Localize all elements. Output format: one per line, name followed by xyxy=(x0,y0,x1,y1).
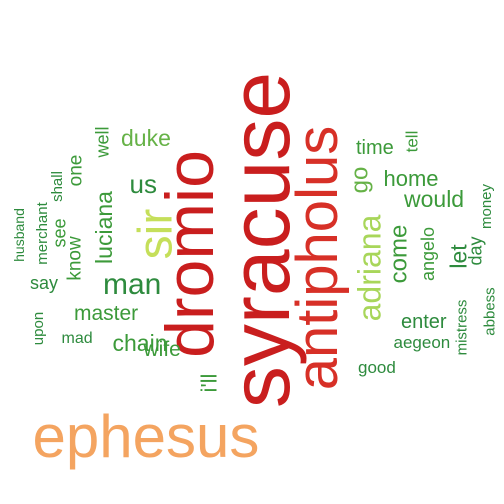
word-chain: chain xyxy=(112,329,168,356)
word-husband: husband xyxy=(10,208,27,262)
word-upon: upon xyxy=(29,311,47,345)
word-mad: mad xyxy=(61,330,93,347)
word-man: man xyxy=(103,268,162,301)
word-ill: i'll xyxy=(195,373,221,393)
word-one: one xyxy=(65,154,87,186)
word-antipholus: antipholus xyxy=(285,125,351,391)
word-abbess: abbess xyxy=(481,286,499,336)
word-see: see xyxy=(49,218,70,248)
word-luciana: luciana xyxy=(90,190,117,264)
word-wife: wife xyxy=(143,337,181,361)
word-come: come xyxy=(384,224,412,284)
word-aegeon: aegeon xyxy=(393,332,451,352)
word-go: go xyxy=(345,166,373,194)
word-mistress: mistress xyxy=(453,299,471,355)
word-time: time xyxy=(356,137,394,159)
word-adriana: adriana xyxy=(350,214,387,322)
word-say: say xyxy=(30,273,59,293)
word-master: master xyxy=(74,301,139,325)
word-tell: tell xyxy=(402,130,422,152)
word-day: day xyxy=(465,236,486,266)
word-home: home xyxy=(383,166,439,191)
word-well: well xyxy=(92,126,113,158)
word-duke: duke xyxy=(121,124,171,151)
word-good: good xyxy=(358,357,396,377)
word-enter: enter xyxy=(401,311,447,333)
word-shall: shall xyxy=(48,170,66,202)
word-merchant: merchant xyxy=(33,201,51,265)
word-money: money xyxy=(477,183,495,229)
word-would: would xyxy=(404,185,465,212)
word-angelo: angelo xyxy=(418,226,439,282)
word-us: us xyxy=(129,169,157,199)
word-sir: sir xyxy=(128,208,182,260)
word-ephesus: ephesus xyxy=(32,403,260,470)
